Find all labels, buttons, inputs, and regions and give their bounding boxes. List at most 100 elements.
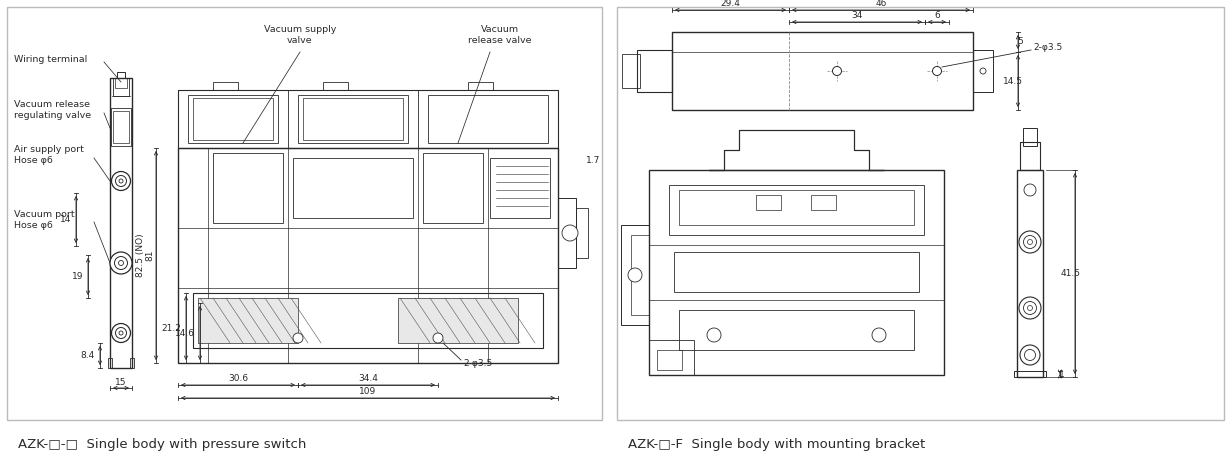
Bar [298,95,407,143]
Text: Air supply port
Hose φ6: Air supply port Hose φ6 [14,145,84,165]
Bar [649,170,944,375]
Text: 29.4: 29.4 [720,0,740,7]
Bar [428,95,548,143]
Bar [1014,371,1046,377]
Text: Vacuum port
Hose φ6: Vacuum port Hose φ6 [14,210,75,230]
Bar [680,190,913,225]
Text: 15: 15 [116,378,127,386]
Text: 34.4: 34.4 [358,373,378,383]
Bar [113,78,129,96]
Bar [130,358,134,368]
Bar [680,310,913,350]
Text: 34: 34 [852,11,863,19]
Polygon shape [198,298,298,343]
Bar [558,198,576,268]
Bar [114,78,127,88]
Bar [632,235,649,315]
Bar [617,7,1224,420]
Text: 2-φ3.5: 2-φ3.5 [463,359,492,367]
Bar [188,95,278,143]
Circle shape [872,328,886,342]
Bar [323,82,348,90]
Circle shape [1028,306,1033,311]
Circle shape [1019,231,1041,253]
Circle shape [112,171,130,190]
Bar [649,340,694,375]
Circle shape [628,268,643,282]
Text: Wiring terminal: Wiring terminal [14,55,87,65]
Text: Vacuum release
regulating valve: Vacuum release regulating valve [14,100,91,120]
Bar [213,153,283,223]
Bar [468,82,492,90]
Circle shape [112,324,130,343]
Text: 109: 109 [359,386,377,396]
Circle shape [1020,345,1040,365]
Text: 14.5: 14.5 [1003,77,1023,85]
Circle shape [119,179,123,183]
Polygon shape [709,130,884,170]
Bar [113,111,129,143]
Text: 21.2: 21.2 [161,324,181,332]
Text: 19: 19 [71,272,82,281]
Text: Vacuum supply
valve: Vacuum supply valve [263,25,336,45]
Text: 1: 1 [1059,370,1065,378]
Bar [293,158,412,218]
Circle shape [110,252,132,274]
Text: Vacuum
release valve: Vacuum release valve [468,25,532,45]
Circle shape [1024,184,1037,196]
Circle shape [980,68,986,74]
Circle shape [1019,297,1041,319]
Bar [178,90,558,148]
Bar [178,148,558,363]
Bar [622,54,640,88]
Text: 14.6: 14.6 [175,329,194,337]
Bar [193,98,273,140]
Circle shape [1023,301,1037,314]
Text: 30.6: 30.6 [228,373,249,383]
Text: 8.4: 8.4 [81,351,95,360]
Bar [7,7,602,420]
Polygon shape [398,298,518,343]
Circle shape [119,331,123,335]
Bar [811,195,836,210]
Bar [303,98,403,140]
Text: 81: 81 [145,250,155,261]
Text: 46: 46 [875,0,886,7]
Text: AZK-□-□  Single body with pressure switch: AZK-□-□ Single body with pressure switch [18,437,307,450]
Bar [1020,142,1040,170]
Bar [672,32,972,110]
Text: 6: 6 [934,11,940,19]
Text: 1.7: 1.7 [586,155,601,165]
Bar [193,293,543,348]
Bar [636,50,672,92]
Text: 5: 5 [1017,37,1023,47]
Text: 82.5 (NO): 82.5 (NO) [135,234,144,278]
Bar [756,195,780,210]
Circle shape [563,225,579,241]
Bar [1017,170,1043,377]
Circle shape [114,256,128,270]
Circle shape [116,327,127,338]
Circle shape [707,328,721,342]
Bar [117,72,126,78]
Bar [423,153,483,223]
Bar [108,358,112,368]
Bar [490,158,550,218]
Bar [668,185,924,235]
Bar [620,225,649,325]
Bar [213,82,238,90]
Bar [675,252,920,292]
Circle shape [1023,236,1037,248]
Circle shape [1024,349,1035,361]
Text: AZK-□-F  Single body with mounting bracket: AZK-□-F Single body with mounting bracke… [628,437,926,450]
Bar [576,208,588,258]
Bar [972,50,993,92]
Bar [657,350,682,370]
Bar [1023,128,1037,146]
Circle shape [118,260,123,266]
Bar [111,108,130,146]
Circle shape [832,66,842,76]
Circle shape [293,333,303,343]
Circle shape [933,66,942,76]
Circle shape [433,333,443,343]
